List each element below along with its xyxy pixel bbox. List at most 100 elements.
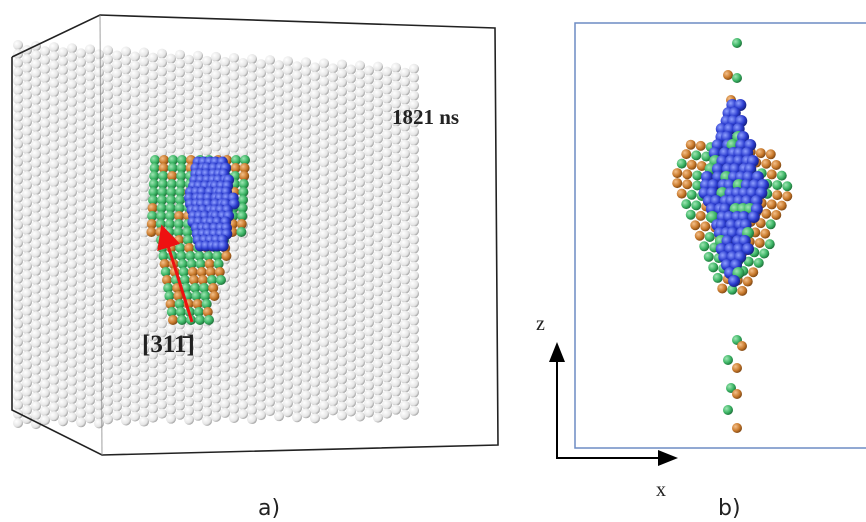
atom [220,390,230,400]
atom [346,181,356,191]
atom [391,369,401,379]
atom [301,201,311,211]
atom [103,99,113,109]
atom [292,196,302,206]
atom [157,364,167,374]
defect-projection [672,38,792,433]
atom [346,262,356,272]
atom [76,264,86,274]
atom [103,288,113,298]
atom [67,358,77,368]
atom [274,69,284,79]
atom [22,108,32,118]
atom [49,150,59,160]
atom [364,255,374,265]
atom [265,253,275,263]
atom [265,136,275,146]
atom [220,111,230,121]
atom [22,135,32,145]
atom [13,247,23,257]
atom [355,394,365,404]
atom [301,120,311,130]
atom [67,205,77,215]
atom [346,64,356,74]
atom [409,199,419,209]
atom [346,325,356,335]
atom [274,285,284,295]
atom [130,403,140,413]
atom [274,60,284,70]
atom [148,53,158,63]
atom [319,184,329,194]
atom [121,253,131,263]
atom [148,404,158,414]
atom [310,107,320,117]
atom [22,360,32,370]
atom [121,271,131,281]
atom [256,86,266,96]
atom [13,157,23,167]
atom [22,99,32,109]
atom [301,291,311,301]
atom [274,294,284,304]
atom [409,190,419,200]
atom [265,172,275,182]
atom [202,380,212,390]
atom [58,407,68,417]
atom [373,179,383,189]
atom [283,227,293,237]
atom [319,400,329,410]
atom [328,171,338,181]
atom [373,89,383,99]
atom [247,378,257,388]
atom [687,160,697,170]
atom [31,392,41,402]
atom [103,54,113,64]
atom [364,354,374,364]
atom [238,256,248,266]
atom [337,95,347,105]
atom [310,287,320,297]
atom [216,275,226,285]
atom [220,345,230,355]
atom [400,149,410,159]
atom [346,343,356,353]
atom [76,246,86,256]
atom [94,94,104,104]
atom [364,390,374,400]
atom [22,162,32,172]
atom [283,308,293,318]
atom [400,329,410,339]
atom [283,56,293,66]
atom [22,324,32,334]
atom [743,277,753,287]
atom [319,409,329,419]
atom [319,166,329,176]
atom [130,70,140,80]
atom [13,337,23,347]
atom [94,382,104,392]
atom [292,232,302,242]
atom [184,109,194,119]
atom [103,333,113,343]
atom [40,307,50,317]
atom [175,392,185,402]
atom [391,243,401,253]
atom [22,198,32,208]
atom [121,154,131,164]
atom [301,381,311,391]
atom [166,360,176,370]
atom [58,83,68,93]
atom [373,413,383,423]
atom [76,381,86,391]
atom [373,395,383,405]
atom [686,210,696,220]
atom [58,281,68,291]
atom [382,247,392,257]
atom [310,242,320,252]
atom [22,63,32,73]
atom [247,81,257,91]
atom [373,224,383,234]
atom [121,217,131,227]
atom [130,322,140,332]
